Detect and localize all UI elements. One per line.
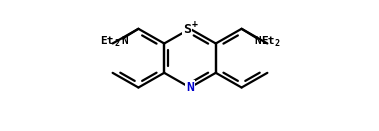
Text: Et: Et [100, 36, 113, 46]
Text: S: S [183, 23, 191, 36]
Text: 2: 2 [275, 39, 280, 48]
Text: N: N [254, 36, 261, 46]
Text: +: + [192, 19, 198, 29]
Text: N: N [121, 36, 128, 46]
Text: N: N [186, 81, 194, 94]
Text: 2: 2 [114, 39, 119, 48]
Text: Et: Et [261, 36, 274, 46]
